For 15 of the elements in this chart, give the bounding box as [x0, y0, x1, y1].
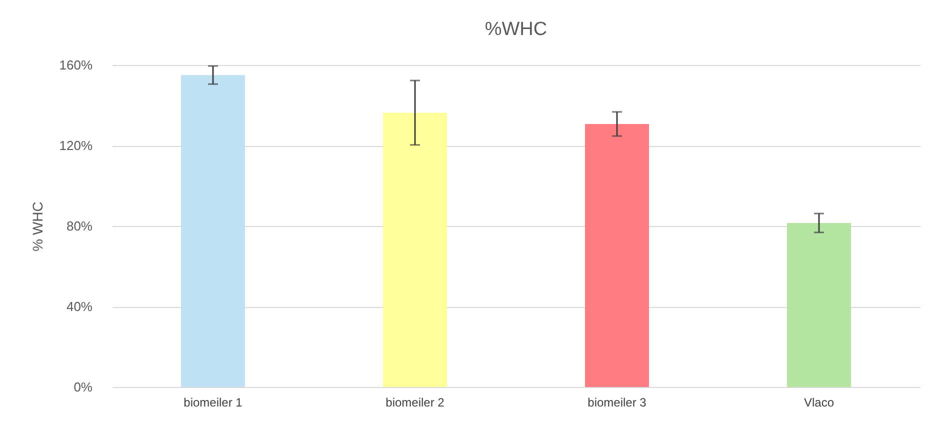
y-tick-label: 0%	[74, 380, 93, 394]
x-tick-label: biomeiler 1	[184, 396, 243, 410]
chart-title: %WHC	[484, 19, 548, 40]
x-tick-label: biomeiler 3	[588, 396, 647, 410]
bar	[383, 112, 447, 387]
bar	[787, 222, 851, 387]
bar	[181, 75, 245, 387]
x-tick-label: Vlaco	[804, 396, 834, 410]
y-tick-label: 120%	[59, 138, 93, 153]
y-tick-label: 40%	[66, 299, 93, 314]
bar	[585, 124, 649, 387]
y-tick-label: 160%	[59, 58, 93, 72]
y-axis-title: % WHC	[29, 202, 46, 252]
x-tick-label: biomeiler 2	[386, 396, 445, 410]
y-tick-label: 80%	[66, 218, 93, 234]
